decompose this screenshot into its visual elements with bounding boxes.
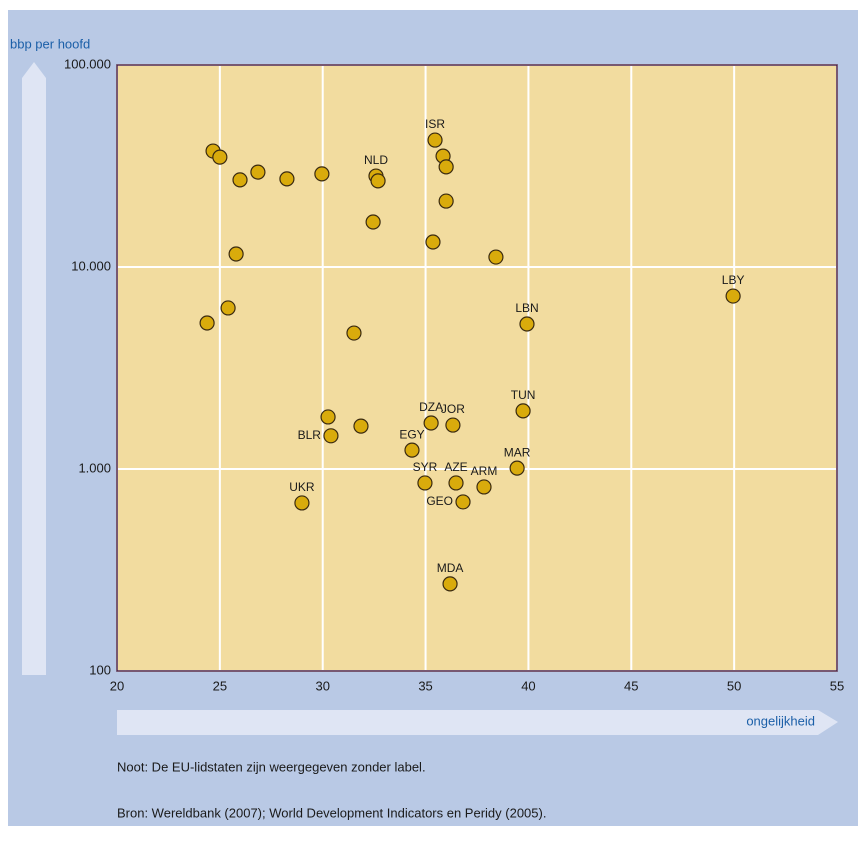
point-label: MDA xyxy=(437,561,464,575)
plot-area xyxy=(117,65,837,671)
point xyxy=(725,288,741,304)
point xyxy=(476,479,492,495)
x-tick-label: 50 xyxy=(727,678,741,693)
point xyxy=(519,316,535,332)
point xyxy=(509,460,525,476)
point-label: TUN xyxy=(511,388,536,402)
point-label: MAR xyxy=(504,445,531,459)
point-label: DZA xyxy=(419,400,443,414)
point xyxy=(448,475,464,491)
point xyxy=(425,234,441,250)
point xyxy=(294,495,310,511)
point xyxy=(232,172,248,188)
point xyxy=(515,403,531,419)
point xyxy=(279,171,295,187)
point xyxy=(250,164,266,180)
plot-border xyxy=(116,64,838,672)
point-label: LBY xyxy=(722,273,745,287)
point xyxy=(353,418,369,434)
y-tick-label: 1.000 xyxy=(78,460,111,475)
point xyxy=(323,428,339,444)
y-axis-label: bbp per hoofd xyxy=(10,36,90,51)
note: Noot: De EU-lidstaten zijn weergegeven z… xyxy=(117,759,426,774)
point xyxy=(346,325,362,341)
y-tick-label: 10.000 xyxy=(71,258,111,273)
x-tick-label: 40 xyxy=(521,678,535,693)
point xyxy=(228,246,244,262)
point xyxy=(423,415,439,431)
point xyxy=(370,173,386,189)
x-tick-label: 20 xyxy=(110,678,124,693)
y-tick-label: 100.000 xyxy=(64,56,111,71)
point-label: NLD xyxy=(364,153,388,167)
point xyxy=(404,442,420,458)
point xyxy=(488,249,504,265)
point-label: SYR xyxy=(413,460,438,474)
point xyxy=(445,417,461,433)
point-label: JOR xyxy=(441,402,465,416)
source: Bron: Wereldbank (2007); World Developme… xyxy=(117,805,546,820)
x-tick-label: 25 xyxy=(213,678,227,693)
point xyxy=(438,159,454,175)
point-label: BLR xyxy=(298,428,322,442)
point xyxy=(417,475,433,491)
y-arrow xyxy=(22,62,46,675)
x-tick-label: 35 xyxy=(418,678,432,693)
point xyxy=(220,300,236,316)
point-label: ISR xyxy=(425,117,445,131)
point-label: ARM xyxy=(471,464,498,478)
point xyxy=(199,315,215,331)
y-tick-label: 100 xyxy=(89,662,111,677)
point xyxy=(427,132,443,148)
x-tick-label: 30 xyxy=(315,678,329,693)
point xyxy=(455,494,471,510)
point-label: GEO xyxy=(426,494,453,508)
x-arrow xyxy=(117,710,838,735)
point-label: AZE xyxy=(444,460,467,474)
point xyxy=(212,149,228,165)
point-label: UKR xyxy=(289,480,315,494)
point xyxy=(314,166,330,182)
x-axis-label: ongelijkheid xyxy=(746,713,815,728)
point xyxy=(320,409,336,425)
x-tick-label: 55 xyxy=(830,678,844,693)
point xyxy=(438,193,454,209)
point-label: EGY xyxy=(399,427,424,441)
x-tick-label: 45 xyxy=(624,678,638,693)
point-label: LBN xyxy=(515,301,538,315)
point xyxy=(365,214,381,230)
point xyxy=(442,576,458,592)
